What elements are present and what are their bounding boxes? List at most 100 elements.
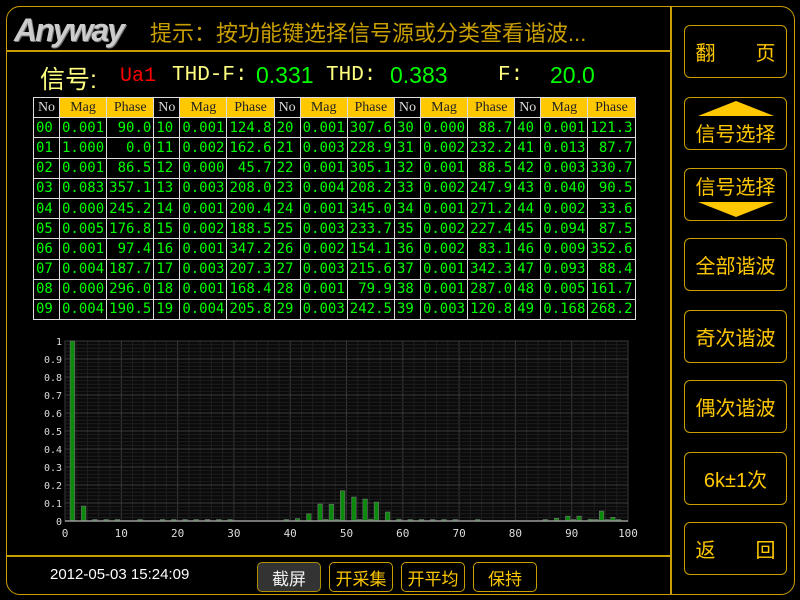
x-tick-label: 10	[115, 527, 128, 540]
harmonic-no: 32	[393, 157, 421, 179]
harmonic-no: 39	[393, 298, 421, 321]
harmonic-mag: 0.002	[419, 137, 469, 159]
harmonic-phase: 188.5	[226, 218, 275, 240]
start-acquire-button[interactable]: 开采集	[329, 562, 393, 592]
thd-value: 0.383	[390, 62, 448, 88]
harmonic-phase: 87.5	[587, 218, 636, 240]
harmonic-mag: 0.009	[540, 238, 589, 260]
harmonic-chart: 0 10 20 30 40 50 60 70 80 90 100 0 0.1 0.2 0.3 0.4 0.5 0.…	[44, 337, 638, 540]
harmonic-phase: 271.2	[467, 197, 516, 220]
window-frame	[6, 6, 795, 595]
harmonic-mag: 0.000	[179, 157, 228, 179]
column-header: No	[33, 96, 60, 119]
harmonic-mag: 0.003	[419, 298, 469, 321]
harmonic-mag: 0.001	[179, 238, 228, 260]
harmonic-no: 47	[514, 258, 542, 280]
start-average-button[interactable]: 开平均	[401, 562, 465, 592]
screenshot-button[interactable]: 截屏	[257, 562, 321, 592]
harmonic-mag: 0.168	[540, 298, 589, 321]
harmonic-mag: 0.001	[58, 238, 108, 260]
harmonic-mag: 0.000	[58, 197, 108, 220]
y-tick-label: 0.7	[44, 391, 62, 402]
all-harmonics-button[interactable]: 全部谐波	[684, 238, 787, 291]
odd-harmonics-button[interactable]: 奇次谐波	[684, 310, 787, 363]
harmonic-phase: 88.4	[587, 258, 636, 280]
button-label: 信号选择	[695, 124, 776, 146]
signal-select-down-button[interactable]: 信号选择	[684, 168, 787, 221]
bar	[317, 503, 323, 522]
column-header: Mag	[299, 96, 348, 119]
column-header: No	[514, 96, 542, 119]
y-tick-label: 0.9	[44, 355, 62, 366]
harmonic-no: 46	[514, 238, 542, 260]
harmonic-phase: 154.1	[346, 238, 395, 260]
harmonic-no: 40	[514, 117, 542, 139]
harmonic-mag: 0.001	[419, 258, 469, 280]
harmonic-no: 12	[153, 157, 181, 179]
harmonic-no: 20	[273, 117, 301, 139]
signal-select-up-button[interactable]: 信号选择	[684, 97, 787, 150]
button-label: 信号选择	[695, 177, 776, 199]
x-tick-label: 80	[509, 527, 522, 540]
column-header: Phase	[587, 96, 636, 119]
logo: Anyway	[14, 12, 125, 48]
harmonic-no: 27	[273, 258, 301, 280]
y-tick-label: 1	[56, 337, 62, 348]
harmonic-phase: 86.5	[106, 157, 155, 179]
harmonic-mag: 0.002	[419, 218, 469, 240]
harmonic-phase: 287.0	[467, 278, 516, 300]
page-turn-button[interactable]: 翻 页	[684, 25, 787, 78]
harmonic-mag: 0.001	[179, 117, 228, 139]
button-label: 翻 页	[695, 43, 776, 65]
harmonic-phase: 357.1	[106, 177, 155, 199]
harmonic-phase: 245.2	[106, 197, 155, 220]
harmonic-mag: 0.001	[419, 278, 469, 300]
bar	[340, 490, 346, 522]
harmonic-phase: 342.3	[467, 258, 516, 280]
y-tick-label: 0.1	[44, 499, 62, 510]
harmonic-no: 35	[393, 218, 421, 240]
harmonic-phase: 0.0	[106, 137, 155, 159]
x-tick-label: 70	[452, 527, 465, 540]
table-row: 02 0.001 86.5 12 0.000 45.7 22 0.001 305.1 32 0.00…	[33, 157, 636, 179]
datetime: 2012-05-03 15:24:09	[50, 566, 190, 583]
harmonic-mag: 0.004	[299, 177, 348, 199]
column-header: No	[273, 96, 301, 119]
even-harmonics-button[interactable]: 偶次谐波	[684, 380, 787, 433]
harmonic-phase: 232.2	[467, 137, 516, 159]
button-label: 全部谐波	[695, 256, 776, 278]
harmonic-phase: 121.3	[587, 117, 636, 139]
harmonic-no: 30	[393, 117, 421, 139]
harmonic-no: 37	[393, 258, 421, 280]
button-label: 返 回	[695, 540, 776, 562]
harmonic-phase: 330.7	[587, 157, 636, 179]
f-value: 20.0	[550, 62, 595, 88]
harmonic-phase: 87.7	[587, 137, 636, 159]
harmonic-mag: 0.002	[299, 238, 348, 260]
harmonic-no: 25	[273, 218, 301, 240]
6k-pm-1-button[interactable]: 6k±1次	[684, 452, 787, 505]
x-tick-label: 100	[618, 527, 638, 540]
harmonic-phase: 97.4	[106, 238, 155, 260]
y-tick-label: 0.3	[44, 463, 62, 474]
bar	[385, 511, 391, 522]
hint-text: 提示：按功能键选择信号源或分类查看谐波...	[150, 21, 587, 46]
harmonic-mag: 0.002	[179, 137, 228, 159]
harmonic-no: 22	[273, 157, 301, 179]
hold-button[interactable]: 保持	[473, 562, 537, 592]
harmonic-mag: 0.002	[540, 197, 589, 220]
column-header: Mag	[419, 96, 469, 119]
column-header: No	[153, 96, 181, 119]
back-button[interactable]: 返 回	[684, 522, 787, 575]
bar	[81, 505, 87, 522]
harmonic-phase: 161.7	[587, 278, 636, 300]
harmonic-mag: 0.000	[419, 117, 469, 139]
divider	[670, 7, 672, 594]
harmonic-no: 41	[514, 137, 542, 159]
harmonic-no: 29	[273, 298, 301, 321]
harmonic-mag: 0.000	[58, 278, 108, 300]
harmonic-no: 07	[33, 258, 60, 280]
table-row: 08 0.000 296.0 18 0.001 168.4 28 0.001 79.9 38 0.0…	[33, 278, 636, 300]
harmonic-phase: 168.4	[226, 278, 275, 300]
harmonic-phase: 120.8	[467, 298, 516, 321]
